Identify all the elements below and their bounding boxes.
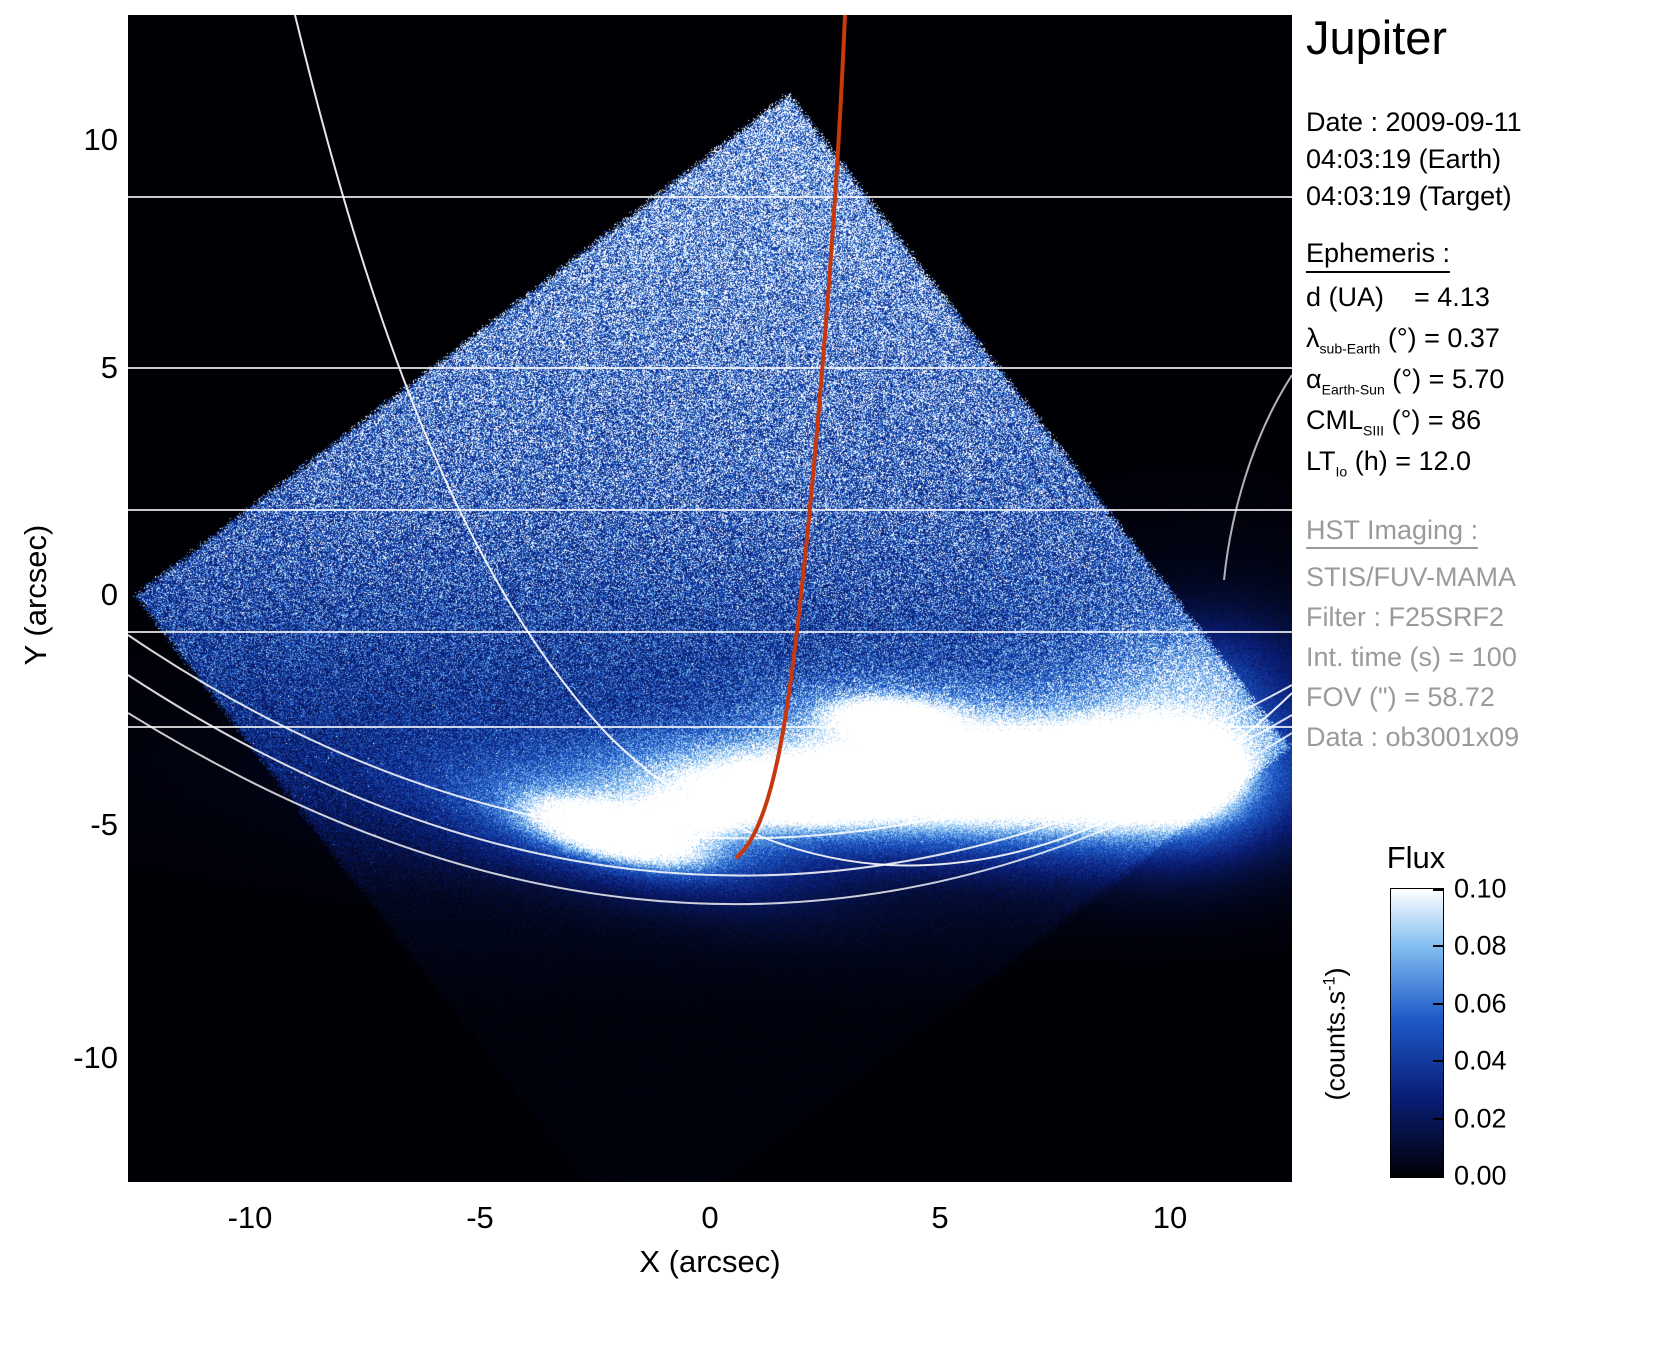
ephemeris-heading: Ephemeris : — [1306, 238, 1450, 273]
colorbar-unit-label: (counts.s-1) — [1321, 968, 1352, 1101]
observation-datetime: Date : 2009-09-11 04:03:19 (Earth) 04:03… — [1306, 104, 1522, 215]
x-tick-label: -5 — [430, 1200, 530, 1236]
colorbar — [1390, 888, 1444, 1178]
graticule-curve — [128, 635, 1292, 838]
target-title: Jupiter — [1306, 10, 1447, 65]
x-tick-label: 0 — [660, 1200, 760, 1236]
ephemeris-table: d (UA) = 4.13 λsub-Earth (°) = 0.37 αEar… — [1306, 282, 1504, 487]
x-tick-label: -10 — [200, 1200, 300, 1236]
hst-data-id: Data : ob3001x09 — [1306, 717, 1519, 757]
y-tick-label: 5 — [38, 350, 118, 386]
colorbar-tick-label: 0.08 — [1454, 931, 1507, 962]
colorbar-tick-label: 0.02 — [1454, 1104, 1507, 1135]
colorbar-tickmark — [1433, 1118, 1443, 1120]
graticule-overlay — [128, 15, 1292, 1182]
colorbar-tick-label: 0.10 — [1454, 874, 1507, 905]
x-tick-label: 5 — [890, 1200, 990, 1236]
colorbar-tick-label: 0.06 — [1454, 989, 1507, 1020]
plot-area — [128, 15, 1292, 1182]
hst-filter: Filter : F25SRF2 — [1306, 597, 1519, 637]
graticule-curve — [295, 15, 1292, 865]
colorbar-tickmark — [1433, 945, 1443, 947]
observation-time-target: 04:03:19 (Target) — [1306, 178, 1522, 215]
cml-meridian-line — [737, 15, 845, 857]
hst-imaging-block: HST Imaging : STIS/FUV-MAMA Filter : F25… — [1306, 510, 1519, 757]
colorbar-gradient — [1391, 889, 1443, 1177]
ephemeris-row-sub-earth-lat: λsub-Earth (°) = 0.37 — [1306, 323, 1504, 364]
graticule-curve — [128, 675, 1292, 876]
colorbar-tickmark — [1433, 1175, 1443, 1177]
hst-fov: FOV (") = 58.72 — [1306, 677, 1519, 717]
colorbar-tickmark — [1433, 1003, 1443, 1005]
colorbar-tick-label: 0.04 — [1454, 1046, 1507, 1077]
ephemeris-row-cml: CMLSIII (°) = 86 — [1306, 405, 1504, 446]
colorbar-tickmark — [1433, 1060, 1443, 1062]
hst-int-time: Int. time (s) = 100 — [1306, 637, 1519, 677]
y-tick-label: 10 — [38, 122, 118, 158]
colorbar-tickmark — [1433, 889, 1443, 891]
hst-imaging-heading: HST Imaging : — [1306, 515, 1478, 549]
x-axis-label: X (arcsec) — [639, 1244, 780, 1280]
x-tick-label: 10 — [1120, 1200, 1220, 1236]
colorbar-title: Flux — [1387, 840, 1446, 876]
observation-date: Date : 2009-09-11 — [1306, 104, 1522, 141]
ephemeris-row-phase-angle: αEarth-Sun (°) = 5.70 — [1306, 364, 1504, 405]
y-tick-label: -10 — [38, 1040, 118, 1076]
y-tick-label: -5 — [38, 807, 118, 843]
ephemeris-row-io-local-time: LTIo (h) = 12.0 — [1306, 446, 1504, 487]
observation-time-earth: 04:03:19 (Earth) — [1306, 141, 1522, 178]
graticule-curve — [1224, 375, 1292, 580]
y-tick-label: 0 — [38, 577, 118, 613]
hst-instrument: STIS/FUV-MAMA — [1306, 557, 1519, 597]
figure: Y (arcsec) X (arcsec) 10 5 0 -5 -10 -10 … — [0, 0, 1671, 1367]
ephemeris-row-distance: d (UA) = 4.13 — [1306, 282, 1504, 323]
colorbar-tick-label: 0.00 — [1454, 1161, 1507, 1192]
